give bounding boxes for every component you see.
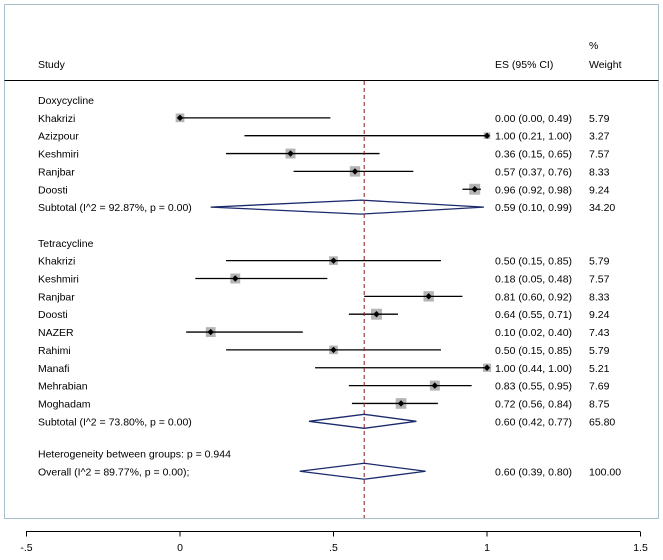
weight-value: 3.27 xyxy=(589,131,610,143)
study-label: Azizpour xyxy=(38,131,79,143)
es-ci-value: 0.83 (0.55, 0.95) xyxy=(495,381,572,393)
subtotal-diamond xyxy=(210,199,484,215)
study-label: Doosti xyxy=(38,184,68,196)
weight-value: 5.79 xyxy=(589,256,610,268)
group-label: Doxycycline xyxy=(38,95,94,107)
es-ci-value: 0.50 (0.15, 0.85) xyxy=(495,345,572,357)
point-estimate xyxy=(483,364,491,371)
header-weight: Weight xyxy=(589,59,622,71)
es-ci-value: 0.60 (0.42, 0.77) xyxy=(495,416,572,428)
study-label: Rahimi xyxy=(38,345,71,357)
rows-layer: Doxycycline Khakrizi 0.00 (0.00, 0.49) 5.79… xyxy=(38,81,621,518)
point-estimate xyxy=(330,257,337,264)
overall-diamond xyxy=(299,462,426,480)
weight-value: 8.33 xyxy=(589,291,610,303)
study-label: Khakrizi xyxy=(38,256,75,268)
weight-value: 9.24 xyxy=(589,309,610,321)
x-axis: -.5 0 .5 1 1.5 xyxy=(20,531,648,554)
es-ci-value: 0.60 (0.39, 0.80) xyxy=(495,466,572,478)
point-estimate xyxy=(176,114,184,122)
weight-value: 8.33 xyxy=(589,166,610,178)
es-ci-value: 0.36 (0.15, 0.65) xyxy=(495,149,572,161)
es-ci-value: 0.57 (0.37, 0.76) xyxy=(495,166,572,178)
x-tick-label: 1 xyxy=(484,542,490,554)
study-label: Mehrabian xyxy=(38,381,88,393)
es-ci-value: 1.00 (0.44, 1.00) xyxy=(495,363,572,375)
study-label: Keshmiri xyxy=(38,274,79,286)
x-tick-label: 1.5 xyxy=(633,542,648,554)
study-label: Ranjbar xyxy=(38,166,75,178)
x-tick-label: -.5 xyxy=(20,542,32,554)
header-es-ci: ES (95% CI) xyxy=(495,59,553,71)
study-label: Doosti xyxy=(38,309,68,321)
weight-value: 8.75 xyxy=(589,398,610,410)
study-label: Keshmiri xyxy=(38,149,79,161)
subtotal-label: Subtotal (I^2 = 92.87%, p = 0.00) xyxy=(38,202,192,214)
es-ci-value: 1.00 (0.21, 1.00) xyxy=(495,131,572,143)
weight-value: 5.21 xyxy=(589,363,610,375)
es-ci-value: 0.10 (0.02, 0.40) xyxy=(495,327,572,339)
es-ci-value: 0.50 (0.15, 0.85) xyxy=(495,256,572,268)
group-label: Tetracycline xyxy=(38,238,94,250)
study-label: Moghadam xyxy=(38,398,91,410)
point-estimate xyxy=(483,132,491,139)
es-ci-value: 0.00 (0.00, 0.49) xyxy=(495,113,572,125)
study-label: NAZER xyxy=(38,327,74,339)
study-label: Ranjbar xyxy=(38,291,75,303)
weight-value: 100.00 xyxy=(589,466,621,478)
es-ci-value: 0.96 (0.92, 0.98) xyxy=(495,184,572,196)
header-weight-symbol: % xyxy=(589,40,598,52)
es-ci-value: 0.64 (0.55, 0.71) xyxy=(495,309,572,321)
x-tick-label: 0 xyxy=(177,542,183,554)
weight-value: 34.20 xyxy=(589,202,615,214)
point-estimate xyxy=(397,400,405,407)
point-estimate xyxy=(471,186,478,193)
header-study: Study xyxy=(38,59,66,71)
es-ci-value: 0.81 (0.60, 0.92) xyxy=(495,291,572,303)
point-estimate xyxy=(431,382,439,389)
point-estimate xyxy=(330,346,337,354)
weight-value: 65.80 xyxy=(589,416,615,428)
point-estimate xyxy=(373,311,380,318)
overall-label: Overall (I^2 = 89.77%, p = 0.00); xyxy=(38,466,189,478)
point-estimate xyxy=(287,150,294,157)
es-ci-value: 0.18 (0.05, 0.48) xyxy=(495,274,572,286)
weight-value: 7.69 xyxy=(589,381,610,393)
point-estimate xyxy=(232,275,239,282)
weight-value: 9.24 xyxy=(589,184,610,196)
es-ci-value: 0.59 (0.10, 0.99) xyxy=(495,202,572,214)
study-label: Khakrizi xyxy=(38,113,75,125)
study-label: Manafi xyxy=(38,363,70,375)
weight-value: 7.57 xyxy=(589,274,610,286)
heterogeneity-note: Heterogeneity between groups: p = 0.944 xyxy=(38,448,231,460)
weight-value: 7.43 xyxy=(589,327,610,339)
point-estimate xyxy=(425,293,432,300)
point-estimate xyxy=(351,168,359,175)
weight-value: 5.79 xyxy=(589,113,610,125)
subtotal-label: Subtotal (I^2 = 73.80%, p = 0.00) xyxy=(38,416,192,428)
weight-value: 5.79 xyxy=(589,345,610,357)
subtotal-diamond xyxy=(308,413,417,429)
es-ci-value: 0.72 (0.56, 0.84) xyxy=(495,398,572,410)
point-estimate xyxy=(207,328,214,336)
weight-value: 7.57 xyxy=(589,149,610,161)
x-tick-label: .5 xyxy=(329,542,338,554)
